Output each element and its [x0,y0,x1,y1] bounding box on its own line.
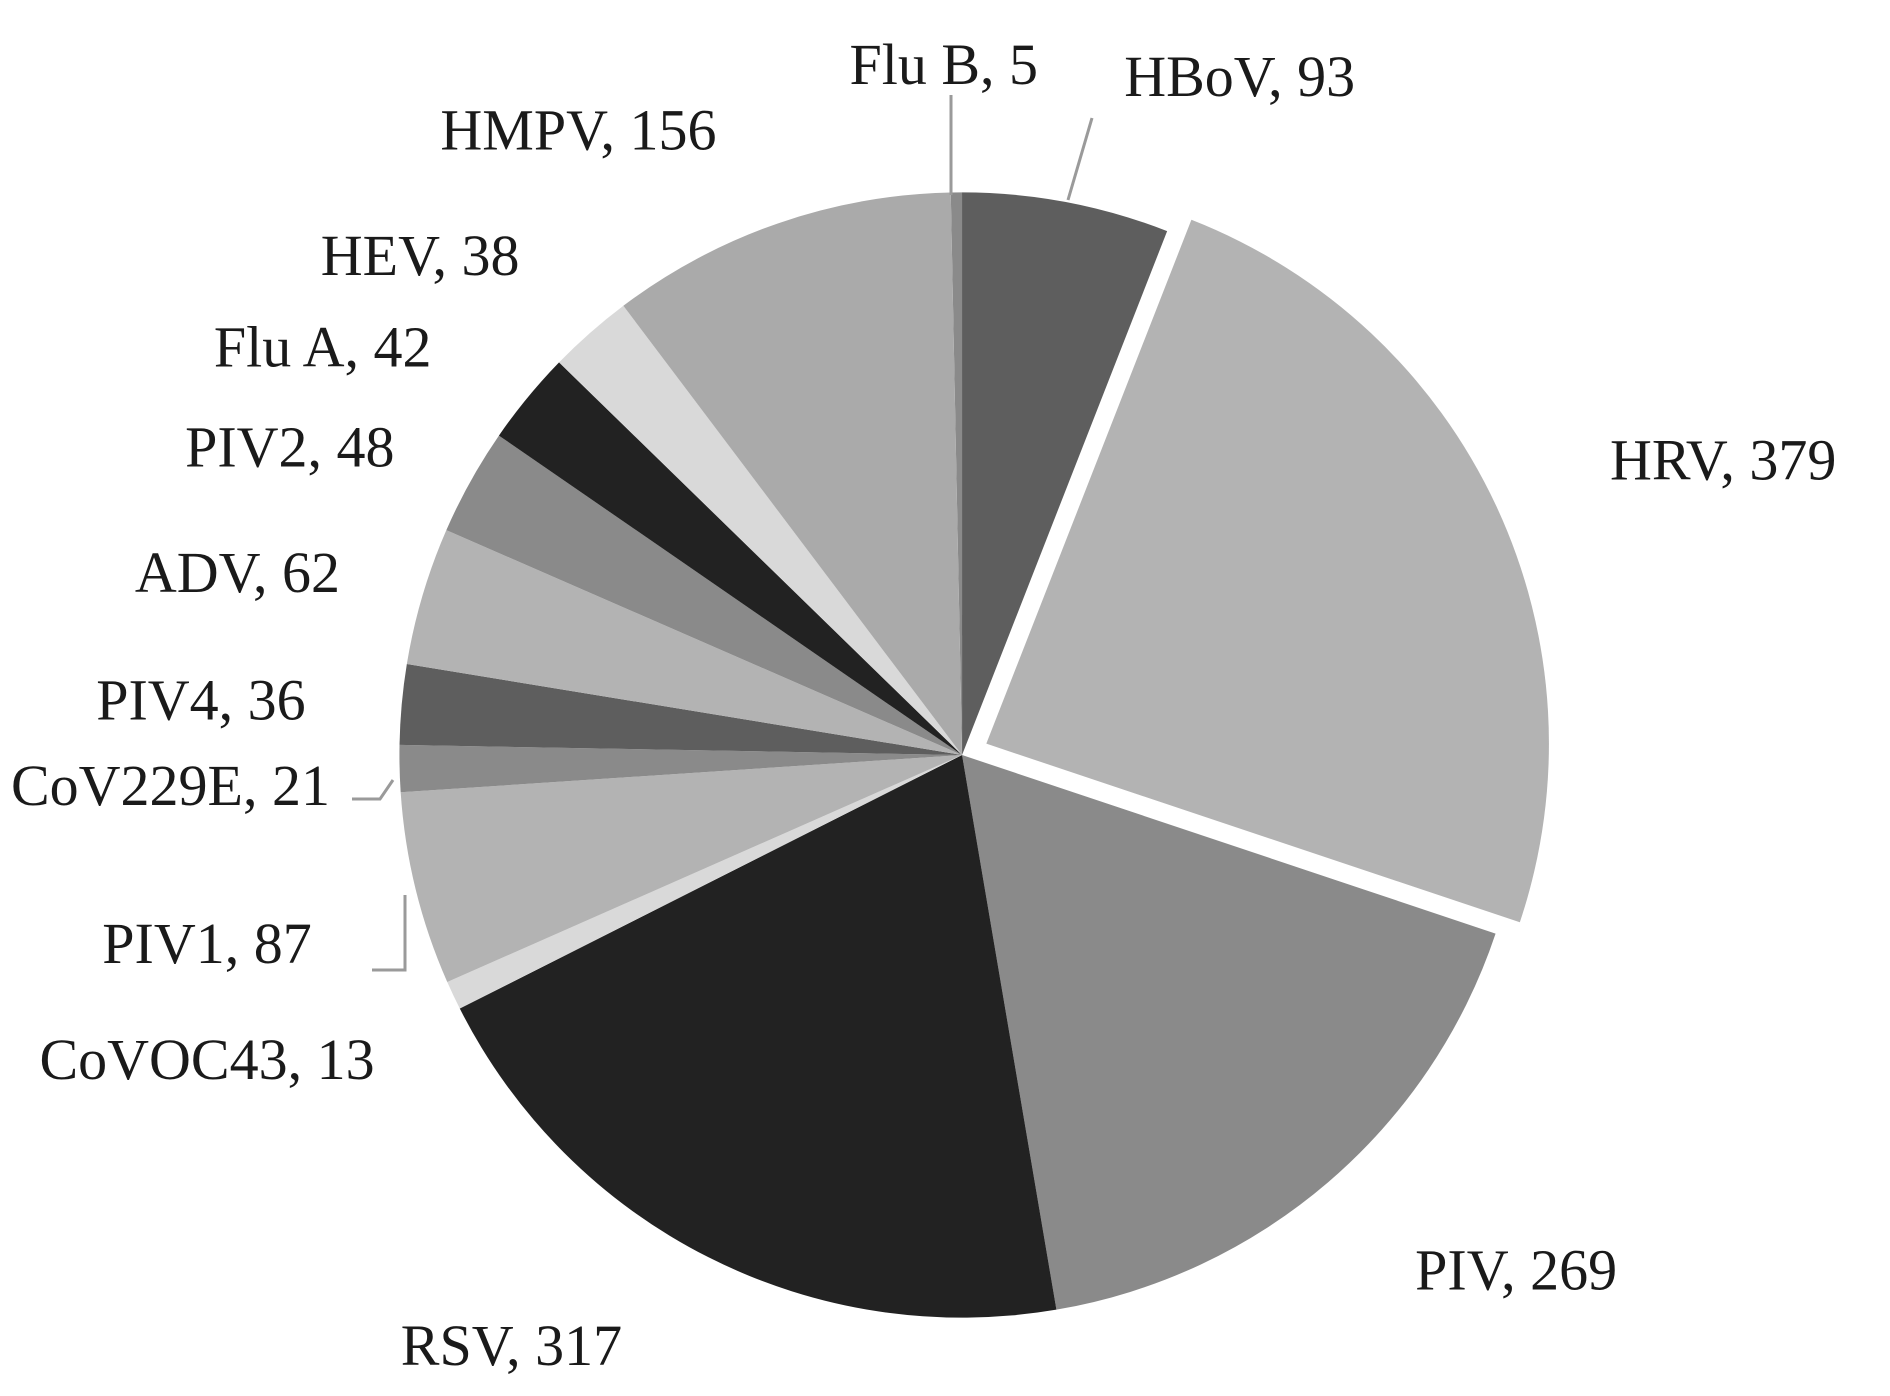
pie-slice [446,435,963,756]
labels: Flu B, 5 HBoV, 93 HRV, 379 PIV, 269 RSV, 317… [11,32,1836,1378]
slice-label: PIV4, 36 [96,668,305,733]
slice-label: PIV, 269 [1415,1238,1617,1303]
slice-label: HMPV, 156 [440,98,716,163]
pie-slice [400,755,963,983]
pie-slice [399,664,963,756]
slice-label: HRV, 379 [1610,428,1836,493]
leader-line [1066,117,1094,201]
leader-line [372,895,407,972]
slice-label: RSV, 317 [401,1313,622,1378]
slice-label: PIV1, 87 [102,911,311,976]
slice-label: CoV229E, 21 [11,753,330,818]
pie-slice [447,755,963,1009]
slice-label: Flu B, 5 [850,32,1039,97]
pie-slice [623,192,963,756]
pie-slice [986,219,1549,923]
pie-slice [459,755,1057,1318]
slice-label: Flu A, 42 [214,314,432,379]
pie-slice [498,362,963,756]
slice-label: PIV2, 48 [185,414,394,479]
slice-label: ADV, 62 [135,540,340,605]
leader-line [352,779,395,801]
pie-slice [399,744,963,793]
slice-label: HBoV, 93 [1124,44,1355,109]
pie-slice [962,755,1496,1310]
slice-label: CoVOC43, 13 [39,1027,374,1092]
pie-slice [406,530,963,756]
pie [399,192,1549,1318]
pie-slice [950,192,963,756]
pie-slice [962,192,1168,756]
pie-slice [559,305,963,756]
slice-label: HEV, 38 [321,223,520,288]
